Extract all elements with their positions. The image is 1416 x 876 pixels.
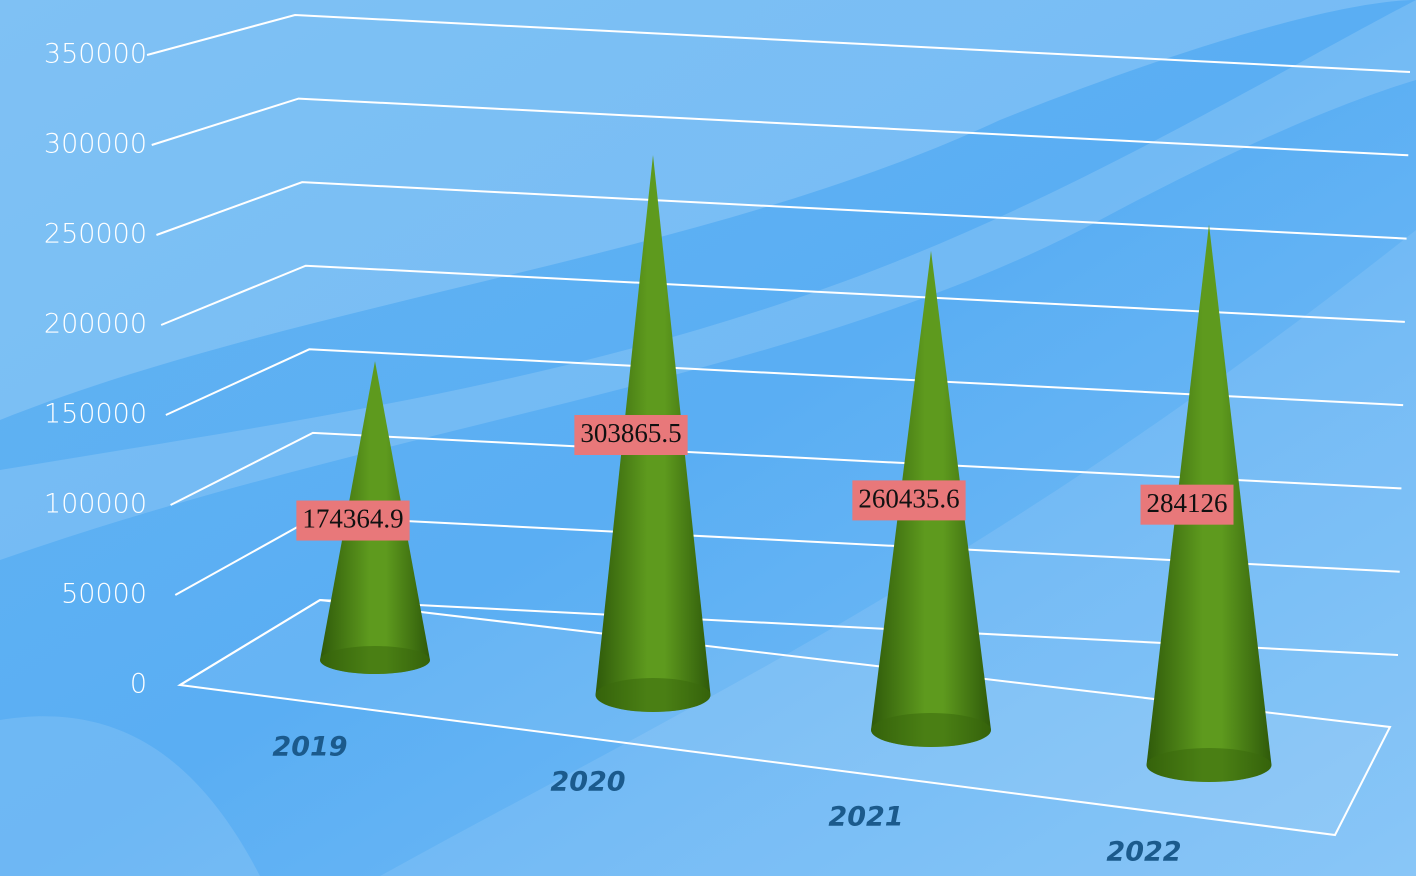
value-label: 284126 <box>1147 488 1228 518</box>
grid-line <box>146 13 1411 73</box>
y-tick-label: 50000 <box>61 579 147 610</box>
swoosh <box>0 716 260 876</box>
value-label-box <box>1140 484 1234 525</box>
cone-base <box>595 678 711 712</box>
x-tick-label: 2019 <box>272 732 347 763</box>
y-tick-label: 200000 <box>44 309 147 340</box>
grid-line <box>170 431 1402 506</box>
y-tick-label: 100000 <box>44 489 147 520</box>
value-label-box <box>296 500 410 541</box>
grid-line <box>151 97 1409 157</box>
grid-line <box>156 181 1407 240</box>
grid-line <box>165 348 1404 416</box>
y-tick-label: 350000 <box>44 39 147 70</box>
swoosh <box>0 0 1416 420</box>
x-tick-label: 2020 <box>550 767 625 798</box>
y-tick-label: 250000 <box>44 219 147 250</box>
cone-base <box>871 713 991 747</box>
value-label: 260435.6 <box>858 484 959 514</box>
value-label-box <box>852 480 966 521</box>
value-label-box <box>574 414 688 455</box>
value-label: 174364.9 <box>302 504 403 534</box>
y-tick-label: 0 <box>130 669 147 700</box>
y-tick-label: 300000 <box>44 129 147 160</box>
y-tick-label: 150000 <box>44 399 147 430</box>
value-label: 303865.5 <box>580 418 681 448</box>
grid-line <box>179 598 1399 686</box>
x-tick-label: 2022 <box>1106 837 1181 868</box>
plot: 0 50000 100000 150000 200000 250000 300000 3500… <box>44 13 1411 868</box>
cone-base <box>320 646 430 674</box>
cone-base <box>1146 748 1272 782</box>
grid-line <box>160 264 1405 326</box>
swoosh <box>0 0 1416 560</box>
x-tick-label: 2021 <box>828 802 903 833</box>
